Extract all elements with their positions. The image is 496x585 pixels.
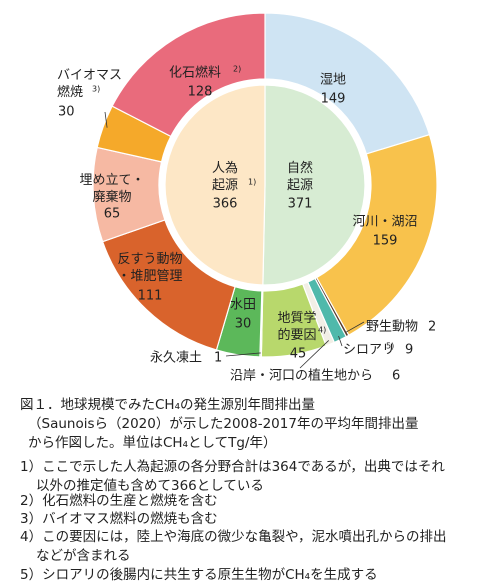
segment-label-line: 反すう動物 (117, 252, 182, 267)
segment-value: 45 (290, 347, 307, 362)
segment-label: 湿地 (320, 73, 346, 88)
inner-label-line: 起源 (287, 178, 313, 193)
footnote: 3）バイオマス燃料の燃焼も含む (20, 510, 218, 527)
caption: から作図した。単位はCH₄としてTg/年） (28, 435, 276, 451)
segment-value: 111 (138, 289, 163, 304)
segment-label: 野生動物 (366, 320, 418, 335)
footnote-marker: 3) (92, 85, 100, 94)
outer-segment (264, 12, 431, 155)
footnote: 4）この要因には，陸上や海底の微少な亀裂や，泥水噴出孔からの排出 (20, 529, 447, 545)
segment-label: 地質学的要因 (277, 310, 316, 343)
inner-segment (164, 84, 266, 286)
outer-segment (111, 12, 266, 138)
segment-value: 9 (405, 343, 413, 358)
footnote-marker: 1) (248, 178, 256, 187)
inner-label: 人為起源 (212, 160, 238, 193)
footnote: 5）シロアリの後腸内に共生する原生生物がCH₄を生成する (20, 567, 378, 583)
footnote: 2）化石燃料の生産と燃焼を含む (20, 492, 218, 509)
footnote-marker: 4) (318, 326, 326, 335)
segment-value: 6 (392, 369, 400, 384)
segment-value: 128 (188, 85, 213, 100)
segment-label: バイオマス燃焼 (57, 68, 122, 100)
outer-segment (315, 133, 438, 337)
segment-value: 2 (428, 320, 436, 335)
segment-label-line: ・堆肥管理 (117, 269, 182, 284)
segment-label: 化石燃料 (169, 65, 221, 81)
segment-label-line: 的要因 (277, 327, 316, 343)
segment-label: 水田 (230, 298, 256, 313)
segment-label-line: バイオマス (57, 68, 122, 83)
footnote: 1）ここで示した人為起源の各分野合計は364であるが，出典ではそれ (20, 459, 445, 475)
inner-value: 371 (288, 197, 313, 212)
segment-label: 永久凍土 (150, 350, 202, 366)
segment-value: 1 (214, 351, 222, 366)
segment-label-line: 廃棄物 (92, 189, 131, 205)
segment-label-line: 地質学 (277, 310, 316, 326)
leader-line (299, 340, 329, 369)
segment-label: 埋め立て・廃棄物 (79, 173, 144, 205)
caption: （Saunoisら（2020）が示した2008-2017年の平均年間排出量 (28, 416, 418, 432)
segment-value: 149 (321, 92, 346, 107)
segment-label-line: 埋め立て・ (79, 173, 144, 188)
segment-value: 159 (373, 234, 398, 249)
leader-line (104, 111, 108, 128)
inner-label-line: 人為 (212, 160, 238, 176)
footnote: 以外の推定値も含めて366としている (36, 478, 264, 494)
inner-segment (262, 84, 366, 286)
inner-label: 自然起源 (287, 160, 313, 193)
leader-line (225, 352, 261, 357)
segment-label: シロアリ (343, 343, 395, 358)
segment-value: 30 (235, 317, 252, 332)
segment-label-line: 燃焼 (57, 84, 83, 100)
segment-label: 河川・湖沼 (352, 215, 417, 230)
segment-label: 沿岸・河口の植生地から (230, 369, 373, 384)
segment-value: 30 (58, 105, 75, 120)
leader-line (345, 321, 365, 333)
footnote: などが含まれる (36, 548, 131, 564)
inner-label-line: 自然 (287, 160, 313, 176)
segment-label: 反すう動物・堆肥管理 (117, 252, 182, 284)
footnote-marker: 2) (233, 65, 241, 74)
leader-line (338, 335, 343, 347)
footnote-marker: 5) (386, 342, 394, 351)
inner-label-line: 起源 (212, 178, 238, 193)
inner-value: 366 (213, 197, 238, 212)
caption: 図１．地球規模でみたCH₄の発生源別年間排出量 (20, 397, 315, 413)
segment-value: 65 (104, 207, 121, 222)
